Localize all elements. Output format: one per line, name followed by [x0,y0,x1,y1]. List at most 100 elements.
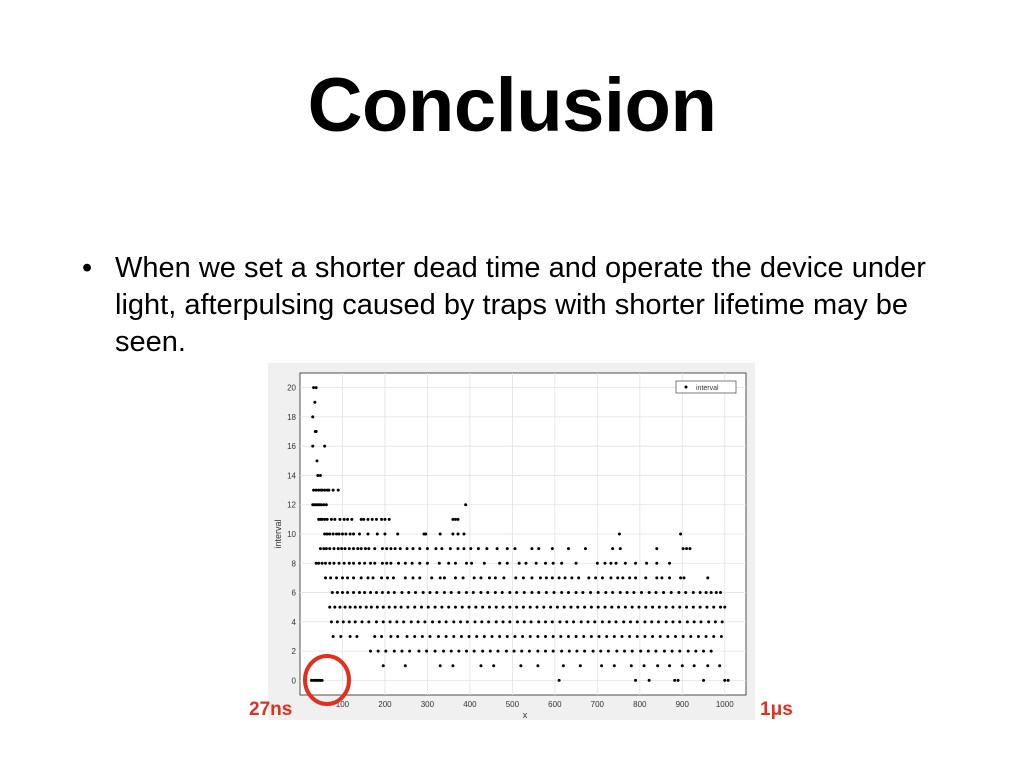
data-point [353,620,357,624]
data-point [456,517,460,521]
slide-title: Conclusion [307,63,717,148]
data-point [323,576,327,580]
data-point [323,532,327,536]
data-point [436,634,440,638]
data-point [385,547,389,551]
data-point [317,561,321,565]
data-point [702,678,706,682]
data-point [340,576,344,580]
data-point [603,605,607,609]
data-point [646,649,650,653]
data-point [679,576,683,580]
data-point [359,517,363,521]
data-point [673,634,677,638]
data-point [384,649,388,653]
data-point [560,591,564,595]
data-point [515,620,519,624]
y-tick-label: 10 [287,530,296,539]
data-point [505,634,509,638]
data-point [542,605,546,609]
data-point [495,547,499,551]
data-point [375,532,379,536]
data-point [630,649,634,653]
data-point [331,488,335,492]
data-point [335,620,339,624]
data-point [387,517,391,521]
data-point [479,591,483,595]
data-point [352,561,356,565]
data-point [370,517,374,521]
data-point [333,517,337,521]
data-point [632,591,636,595]
data-point [400,649,404,653]
data-point [552,591,556,595]
data-point [462,532,466,536]
data-point [453,561,457,565]
data-point [467,605,471,609]
data-point [359,547,363,551]
data-point [611,591,615,595]
data-point [383,532,387,536]
data-point [501,605,505,609]
data-point [459,620,463,624]
data-point [465,620,469,624]
data-point [428,634,432,638]
data-point [616,576,620,580]
data-point [367,620,371,624]
data-point [726,678,730,682]
data-point [551,634,555,638]
data-point [634,576,638,580]
data-point [512,649,516,653]
data-point [413,605,417,609]
data-point [386,591,390,595]
data-point [609,576,613,580]
y-tick-label: 20 [287,384,296,393]
data-point [425,547,429,551]
data-point [583,547,587,551]
data-point [699,620,703,624]
data-point [396,532,400,536]
bullet-item: • When we set a shorter dead time and op… [82,250,962,361]
data-point [607,620,611,624]
data-point [380,634,384,638]
data-point [705,605,709,609]
data-point [476,547,480,551]
data-point [388,620,392,624]
data-point [309,678,313,682]
data-point [328,605,332,609]
data-point [642,664,646,668]
data-point [521,634,525,638]
data-point [544,561,548,565]
x-tick-label: 300 [421,700,435,709]
data-point [664,620,668,624]
data-point [618,547,622,551]
data-point [314,488,318,492]
data-point [550,547,554,551]
data-point [426,605,430,609]
data-point [417,649,421,653]
data-point [437,561,441,565]
data-point [416,620,420,624]
data-point [447,561,451,565]
data-point [363,591,367,595]
data-point [402,620,406,624]
data-point [528,605,532,609]
data-point [662,649,666,653]
data-point [357,591,361,595]
data-point [718,664,722,668]
data-point [479,664,483,668]
data-point [418,561,422,565]
data-point [314,561,318,565]
data-point [599,649,603,653]
data-point [389,634,393,638]
data-point [529,620,533,624]
y-tick-label: 16 [287,442,296,451]
y-tick-label: 18 [287,413,296,422]
data-point [320,561,324,565]
data-point [680,664,684,668]
data-point [337,561,341,565]
data-point [704,591,708,595]
data-point [473,620,477,624]
data-point [444,620,448,624]
data-point [356,547,360,551]
